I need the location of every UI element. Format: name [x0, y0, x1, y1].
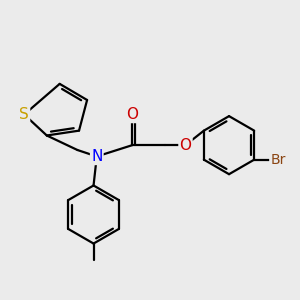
Text: O: O [126, 107, 138, 122]
Text: S: S [19, 107, 29, 122]
Text: Br: Br [270, 153, 286, 167]
Text: O: O [179, 138, 191, 153]
Text: N: N [91, 149, 103, 164]
